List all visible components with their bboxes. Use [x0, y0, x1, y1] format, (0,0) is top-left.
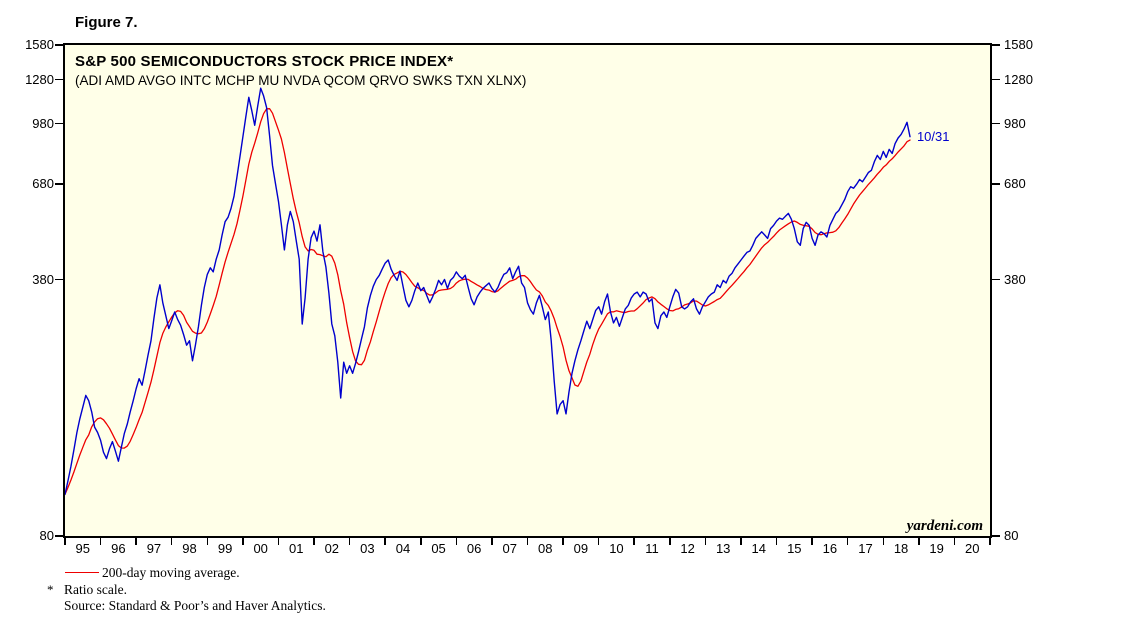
x-axis-label: 11 — [645, 541, 659, 556]
footnote-source: Source: Standard & Poor’s and Haver Anal… — [64, 598, 326, 613]
legend-ma-label: 200-day moving average. — [102, 565, 240, 580]
y-tick-mark-left — [55, 122, 63, 125]
x-tick-mark — [420, 538, 422, 545]
y-axis-label-left: 1280 — [25, 71, 54, 87]
chart-frame: S&P 500 SEMICONDUCTORS STOCK PRICE INDEX… — [63, 43, 992, 538]
x-tick-mark — [562, 538, 564, 545]
y-axis-label-right: 980 — [1004, 115, 1026, 131]
x-tick-mark — [704, 538, 707, 545]
x-axis-label: 95 — [75, 541, 91, 556]
x-axis-label: 05 — [431, 541, 446, 556]
y-tick-mark-left — [55, 278, 63, 281]
x-tick-mark — [170, 538, 173, 545]
y-tick-mark-right — [992, 278, 1000, 281]
x-tick-mark — [242, 538, 244, 545]
x-axis-label: 08 — [538, 541, 553, 556]
x-tick-mark — [206, 538, 209, 545]
y-tick-mark-right — [992, 183, 1000, 185]
y-axis-label-right: 680 — [1004, 175, 1026, 191]
x-axis-label: 02 — [324, 541, 340, 556]
x-axis-label: 14 — [751, 541, 766, 556]
x-axis-label: 07 — [502, 541, 517, 556]
x-axis-label: 06 — [466, 541, 482, 556]
footnote-ratio-scale: Ratio scale. — [64, 582, 127, 597]
x-axis-label: 96 — [111, 541, 126, 556]
x-tick-mark — [99, 538, 102, 545]
x-axis-label: 13 — [715, 541, 731, 556]
x-tick-mark — [64, 538, 66, 545]
y-axis-label-right: 380 — [1004, 271, 1026, 287]
x-axis-label: 01 — [289, 541, 304, 556]
x-tick-mark — [989, 538, 991, 545]
watermark: yardeni.com — [906, 518, 983, 534]
chart-subtitle: (ADI AMD AVGO INTC MCHP MU NVDA QCOM QRV… — [75, 73, 527, 88]
x-tick-mark — [135, 538, 137, 545]
y-tick-mark-right — [992, 535, 1000, 537]
footnote-asterisk: * — [47, 582, 54, 597]
x-axis-label: 12 — [680, 541, 695, 556]
x-tick-mark — [384, 538, 386, 545]
x-tick-mark — [313, 538, 315, 545]
x-axis-label: 04 — [395, 541, 411, 556]
y-tick-mark-right — [992, 44, 1000, 46]
x-tick-mark — [597, 538, 600, 545]
y-axis-label-left: 980 — [32, 115, 54, 131]
x-axis-label: 97 — [146, 541, 162, 556]
y-tick-mark-left — [55, 78, 63, 81]
y-axis-label-right: 80 — [1004, 528, 1019, 543]
x-tick-mark — [633, 538, 635, 545]
last-date-label: 10/31 — [916, 128, 950, 144]
x-tick-mark — [669, 538, 671, 545]
legend-ma-line — [65, 572, 99, 573]
x-tick-mark — [953, 538, 956, 545]
x-tick-mark — [740, 538, 742, 545]
x-axis-label: 99 — [217, 541, 233, 556]
x-tick-mark — [846, 538, 849, 545]
x-axis-label: 00 — [253, 541, 268, 556]
figure-label: Figure 7. — [75, 14, 138, 31]
y-tick-mark-left — [55, 44, 63, 46]
x-tick-mark — [277, 538, 280, 545]
ma-line — [65, 108, 911, 496]
x-tick-mark — [455, 538, 458, 545]
x-tick-mark — [882, 538, 885, 545]
x-axis-label: 09 — [573, 541, 589, 556]
x-tick-mark — [811, 538, 813, 545]
x-axis-label: 16 — [822, 541, 838, 556]
x-axis-label: 20 — [964, 541, 980, 556]
x-tick-mark — [348, 538, 351, 545]
y-tick-mark-left — [55, 183, 63, 185]
chart-title: S&P 500 SEMICONDUCTORS STOCK PRICE INDEX… — [75, 53, 454, 70]
y-tick-mark-left — [55, 535, 63, 537]
x-tick-mark — [775, 538, 778, 545]
x-axis-label: 19 — [929, 541, 944, 556]
x-axis-label: 03 — [360, 541, 375, 556]
y-axis-label-right: 1280 — [1004, 71, 1033, 87]
y-axis-label-left: 1580 — [25, 37, 54, 52]
x-axis-label: 17 — [858, 541, 873, 556]
y-tick-mark-right — [992, 122, 1000, 125]
y-tick-mark-right — [992, 78, 1000, 81]
x-axis-label: 10 — [609, 541, 624, 556]
plot-svg — [65, 87, 911, 496]
price-line — [65, 87, 911, 496]
x-axis-label: 98 — [182, 541, 197, 556]
x-axis-label: 15 — [787, 541, 802, 556]
x-axis-label: 18 — [893, 541, 909, 556]
x-tick-mark — [918, 538, 920, 545]
x-tick-mark — [526, 538, 529, 545]
y-axis-label-left: 80 — [39, 528, 54, 543]
y-axis-label-left: 680 — [32, 175, 54, 191]
y-axis-label-right: 1580 — [1004, 37, 1033, 52]
y-axis-label-left: 380 — [32, 271, 54, 287]
x-tick-mark — [491, 538, 493, 545]
